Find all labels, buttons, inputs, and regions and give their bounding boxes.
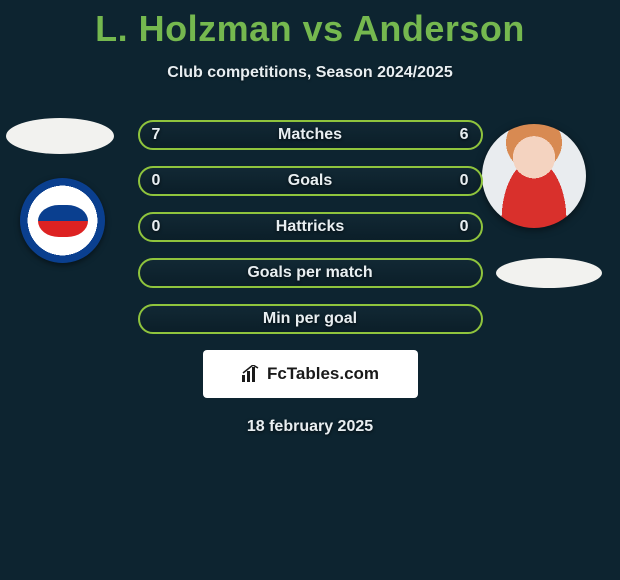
stat-label: Goals per match — [247, 264, 372, 282]
stat-right-value: 0 — [449, 172, 469, 190]
stat-row-min-per-goal: Min per goal — [138, 304, 483, 334]
subtitle: Club competitions, Season 2024/2025 — [0, 64, 620, 82]
stat-right-value: 0 — [449, 218, 469, 236]
stat-row-hattricks: 0 Hattricks 0 — [138, 212, 483, 242]
stat-row-matches: 7 Matches 6 — [138, 120, 483, 150]
page-title: L. Holzman vs Anderson — [0, 0, 620, 50]
stat-right-value: 6 — [449, 126, 469, 144]
generation-date: 18 february 2025 — [0, 418, 620, 436]
bar-chart-icon — [241, 365, 261, 383]
stat-label: Min per goal — [263, 310, 357, 328]
stat-label: Goals — [288, 172, 332, 190]
stat-left-value: 0 — [152, 218, 172, 236]
brand-text: FcTables.com — [267, 364, 379, 384]
stat-row-goals-per-match: Goals per match — [138, 258, 483, 288]
stats-area: 7 Matches 6 0 Goals 0 0 Hattricks 0 Goal… — [0, 120, 620, 436]
stat-row-goals: 0 Goals 0 — [138, 166, 483, 196]
brand-badge[interactable]: FcTables.com — [203, 350, 418, 398]
stat-label: Hattricks — [276, 218, 344, 236]
stat-label: Matches — [278, 126, 342, 144]
stat-left-value: 0 — [152, 172, 172, 190]
stat-left-value: 7 — [152, 126, 172, 144]
